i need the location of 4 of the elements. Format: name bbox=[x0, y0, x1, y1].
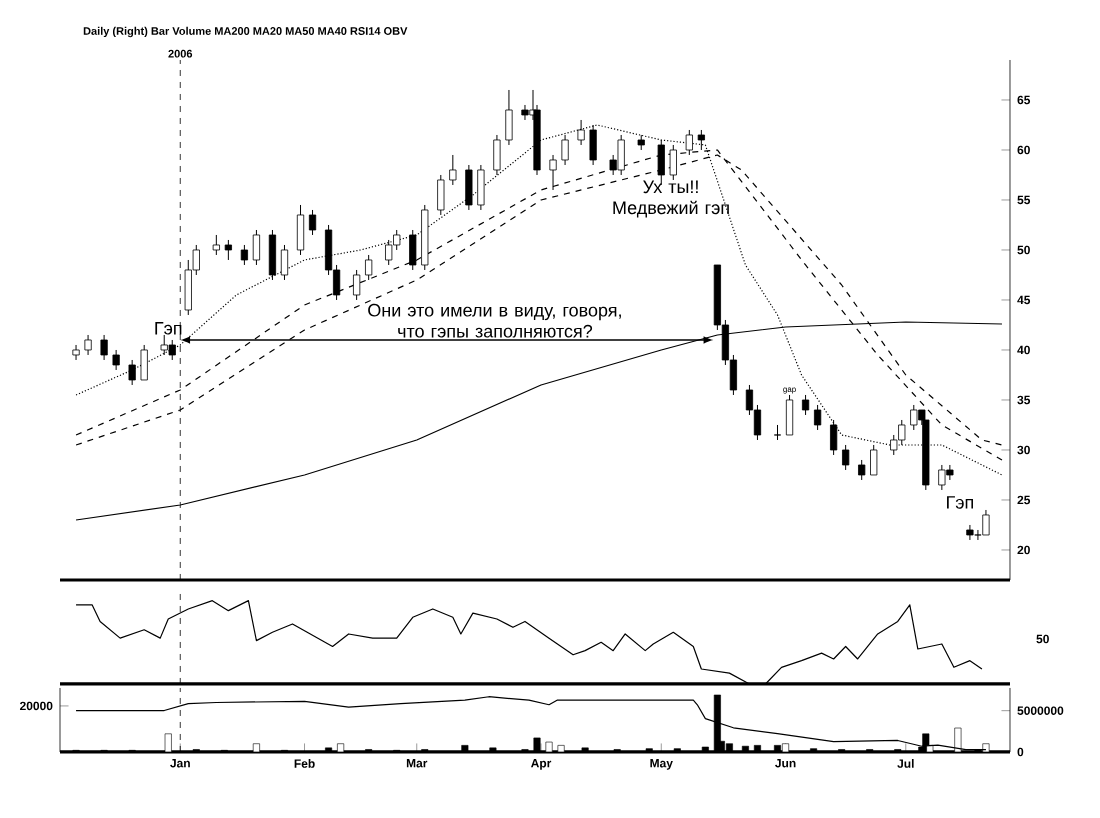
annotation: Ух ты!! Медвежий гэп bbox=[613, 180, 729, 218]
annotation: Гэп bbox=[155, 322, 182, 335]
annotation: Гэп bbox=[947, 496, 973, 509]
annotation: Они это имели в виду, говоря, что гэпы заполняются? bbox=[368, 303, 621, 338]
